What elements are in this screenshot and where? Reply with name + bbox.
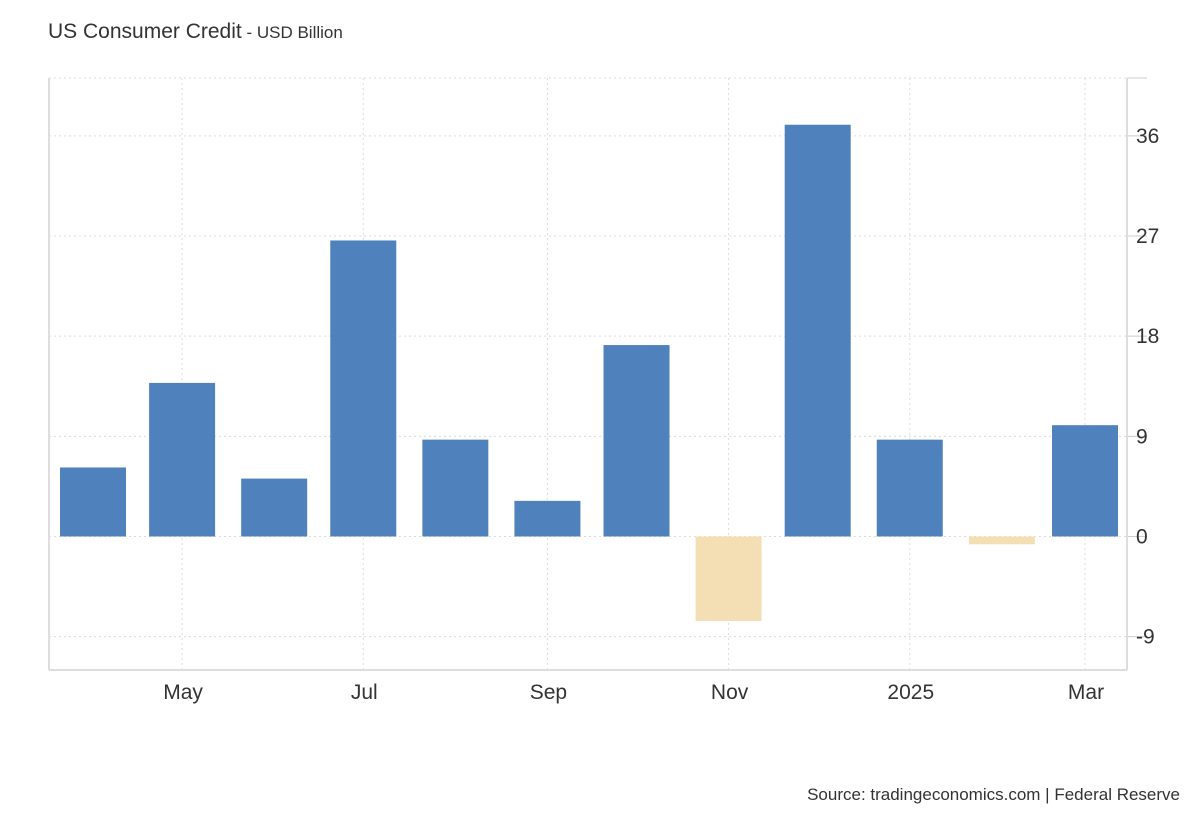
- x-tick-label: May: [163, 681, 203, 704]
- bar-2025-03: [1052, 425, 1118, 537]
- source-note: Source: tradingeconomics.com | Federal R…: [807, 785, 1180, 804]
- y-tick-label: 0: [1136, 525, 1148, 548]
- bar-2024-04: [60, 467, 126, 537]
- bar-2024-12: [784, 124, 851, 537]
- bar-2024-11: [695, 536, 762, 622]
- x-tick-label: 2025: [887, 681, 934, 704]
- bar-2024-07: [330, 240, 397, 537]
- bar-2025-01: [876, 439, 943, 537]
- y-tick-label: 18: [1136, 325, 1159, 348]
- y-tick-label: 36: [1136, 125, 1159, 148]
- bar-2024-10: [603, 345, 670, 537]
- bar-2024-09: [514, 500, 581, 537]
- title-text: US Consumer Credit: [48, 20, 242, 43]
- x-tick-label: Mar: [1068, 681, 1104, 704]
- bar-2024-05: [149, 382, 216, 537]
- y-tick-label: -9: [1136, 626, 1155, 649]
- x-tick-label: Sep: [530, 681, 567, 704]
- x-tick-label: Jul: [351, 681, 378, 704]
- chart-subtitle: USD Billion: [256, 23, 343, 42]
- y-tick-label: 9: [1136, 425, 1148, 448]
- x-tick-label: Nov: [711, 681, 749, 704]
- bar-2025-02: [968, 536, 1035, 545]
- chart-title: US Consumer Credit - USD Billion: [48, 20, 343, 44]
- title-separator: -: [241, 23, 257, 42]
- bar-2024-08: [422, 439, 489, 537]
- y-tick-label: 27: [1136, 225, 1159, 248]
- bar-2024-06: [241, 478, 308, 537]
